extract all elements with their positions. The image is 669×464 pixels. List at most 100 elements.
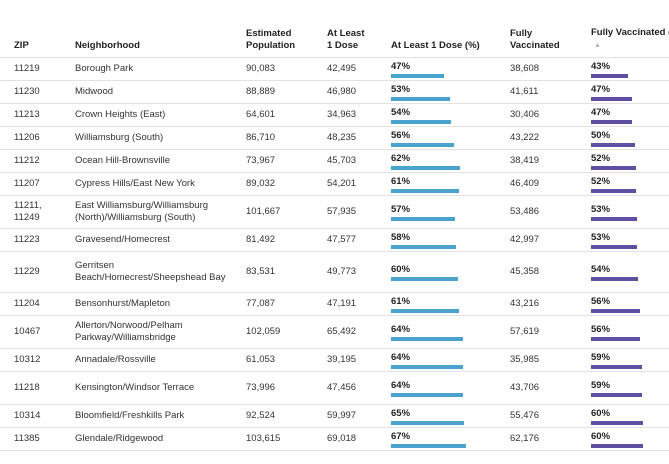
at-least-one-dose-bar: [391, 142, 454, 147]
fully-vaccinated-pct-cell: 56%: [591, 293, 669, 315]
at-least-one-dose-pct-label: 54%: [391, 106, 411, 118]
at-least-one-dose-pct-cell: 54%: [391, 104, 501, 126]
at-least-one-dose-pct-cell: 56%: [391, 127, 501, 149]
neighborhood-cell: Ocean Hill-Brownsville: [75, 155, 171, 166]
zip-cell: 11223: [14, 234, 40, 245]
at-least-one-dose-bar: [391, 308, 459, 313]
table-row: 10467 Allerton/Norwood/Pelham Parkway/Wil…: [0, 316, 669, 349]
population-cell: 86,710: [246, 132, 276, 143]
at-least-one-dose-pct-cell: 61%: [391, 173, 501, 195]
fully-vaccinated-pct-cell: 59%: [591, 372, 669, 404]
zip-cell: 11207: [14, 178, 40, 189]
at-least-one-dose-cell: 59,997: [327, 410, 357, 421]
zip-cell: 10314: [14, 410, 41, 421]
zip-cell: 11219: [14, 63, 40, 74]
at-least-one-dose-bar: [391, 364, 463, 369]
fully-vaccinated-pct-cell: 54%: [591, 252, 669, 292]
table-row: 11218 Kensington/Windsor Terrace 73,996 47,…: [0, 372, 669, 405]
zip-cell: 11213: [14, 109, 40, 120]
fully-vaccinated-cell: 38,608: [510, 63, 540, 74]
at-least-one-dose-bar: [391, 336, 463, 341]
at-least-one-dose-pct-label: 64%: [391, 351, 411, 363]
at-least-one-dose-cell: 69,018: [327, 433, 357, 444]
sort-ascending-icon[interactable]: ▲: [594, 42, 601, 49]
population-cell: 83,531: [246, 266, 276, 277]
fully-vaccinated-pct-label: 52%: [591, 175, 611, 187]
at-least-one-dose-pct-label: 61%: [391, 175, 411, 187]
at-least-one-dose-pct-label: 60%: [391, 263, 411, 275]
neighborhood-cell: Cypress Hills/East New York: [75, 178, 195, 189]
fully-vaccinated-pct-cell: 52%: [591, 150, 669, 172]
table-body: 11219 Borough Park 90,083 42,495 47% 38,608 43…: [0, 58, 669, 451]
zip-cell: 10312: [14, 354, 41, 365]
fully-vaccinated-cell: 43,222: [510, 132, 540, 143]
fully-vaccinated-bar: [591, 73, 628, 78]
fully-vaccinated-bar: [591, 308, 640, 313]
at-least-one-dose-pct-label: 47%: [391, 60, 411, 72]
header-at-least-one-dose[interactable]: At Least 1 Dose: [327, 28, 365, 51]
table-row: 11211, 11249 East Williamsburg/Williamsbu…: [0, 196, 669, 229]
population-cell: 102,059: [246, 326, 281, 337]
at-least-one-dose-pct-cell: 58%: [391, 229, 501, 251]
fully-vaccinated-cell: 62,176: [510, 433, 540, 444]
zip-cell: 11204: [14, 298, 40, 309]
at-least-one-dose-pct-cell: 47%: [391, 58, 501, 80]
at-least-one-dose-pct-label: 64%: [391, 379, 411, 391]
population-cell: 77,087: [246, 298, 276, 309]
fully-vaccinated-bar: [591, 443, 643, 448]
table-row: 11213 Crown Heights (East) 64,601 34,963 54%…: [0, 104, 669, 127]
at-least-one-dose-cell: 47,191: [327, 298, 357, 309]
at-least-one-dose-pct-cell: 64%: [391, 349, 501, 371]
at-least-one-dose-cell: 45,703: [327, 155, 357, 166]
population-cell: 92,524: [246, 410, 276, 421]
at-least-one-dose-cell: 42,495: [327, 63, 357, 74]
population-cell: 73,996: [246, 382, 276, 393]
header-neighborhood[interactable]: Neighborhood: [75, 40, 140, 51]
fully-vaccinated-cell: 35,985: [510, 354, 540, 365]
header-fully-vaccinated[interactable]: Fully Vaccinated: [510, 28, 560, 51]
fully-vaccinated-cell: 42,997: [510, 234, 540, 245]
neighborhood-cell: Bensonhurst/Mapleton: [75, 298, 171, 309]
at-least-one-dose-cell: 65,492: [327, 326, 357, 337]
fully-vaccinated-pct-label: 59%: [591, 351, 611, 363]
zip-cell: 11230: [14, 86, 40, 97]
fully-vaccinated-bar: [591, 119, 632, 124]
header-zip[interactable]: ZIP: [14, 40, 29, 51]
population-cell: 61,053: [246, 354, 276, 365]
at-least-one-dose-pct-label: 53%: [391, 83, 411, 95]
zip-cell: 11385: [14, 433, 40, 444]
fully-vaccinated-pct-label: 56%: [591, 295, 611, 307]
header-at-least-one-dose-pct[interactable]: At Least 1 Dose (%): [391, 40, 480, 51]
at-least-one-dose-pct-label: 58%: [391, 231, 411, 243]
at-least-one-dose-pct-label: 62%: [391, 152, 411, 164]
header-population[interactable]: Estimated Population: [246, 28, 296, 51]
population-cell: 89,032: [246, 178, 276, 189]
neighborhood-cell: Kensington/Windsor Terrace: [75, 382, 195, 393]
at-least-one-dose-pct-cell: 53%: [391, 81, 501, 103]
table-row: 11204 Bensonhurst/Mapleton 77,087 47,191 61%…: [0, 293, 669, 316]
table-row: 10312 Annadale/Rossville 61,053 39,195 64% 35…: [0, 349, 669, 372]
at-least-one-dose-bar: [391, 443, 466, 448]
fully-vaccinated-pct-cell: 53%: [591, 196, 669, 228]
fully-vaccinated-bar: [591, 142, 635, 147]
at-least-one-dose-pct-label: 67%: [391, 430, 411, 442]
zip-cell: 11229: [14, 266, 40, 277]
fully-vaccinated-pct-label: 60%: [591, 407, 611, 419]
fully-vaccinated-bar: [591, 96, 632, 101]
fully-vaccinated-bar: [591, 336, 640, 341]
fully-vaccinated-bar: [591, 244, 637, 249]
fully-vaccinated-cell: 38,419: [510, 155, 540, 166]
zip-cell: 11212: [14, 155, 40, 166]
at-least-one-dose-bar: [391, 119, 451, 124]
table-row: 11230 Midwood 88,889 46,980 53% 41,611 47%: [0, 81, 669, 104]
population-cell: 81,492: [246, 234, 276, 245]
fully-vaccinated-bar: [591, 188, 636, 193]
neighborhood-cell: Bloomfield/Freshkills Park: [75, 410, 185, 421]
table-row: 10314 Bloomfield/Freshkills Park 92,524 59,…: [0, 405, 669, 428]
table-row: 11212 Ocean Hill-Brownsville 73,967 45,703 6…: [0, 150, 669, 173]
fully-vaccinated-cell: 53,486: [510, 206, 540, 217]
fully-vaccinated-pct-cell: 47%: [591, 104, 669, 126]
header-fully-vaccinated-pct[interactable]: Fully Vaccinated (%) ▲: [591, 27, 669, 52]
neighborhood-cell: Glendale/Ridgewood: [75, 433, 164, 444]
fully-vaccinated-pct-cell: 50%: [591, 127, 669, 149]
